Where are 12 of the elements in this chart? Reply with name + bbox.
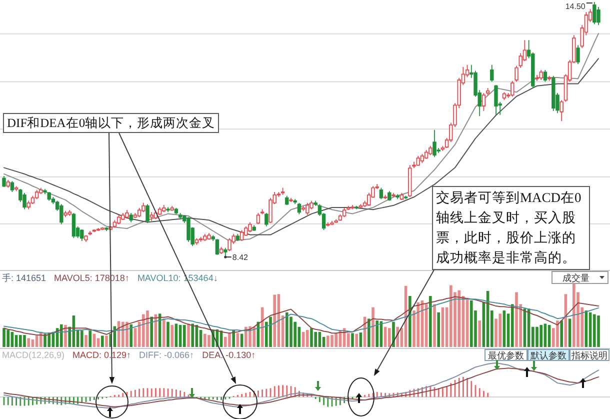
text: 默认参数: [530, 350, 566, 360]
text: 指标说明: [570, 350, 608, 360]
text: DEA: -0.130↑: [202, 350, 256, 360]
annotation: 8.42: [232, 253, 249, 262]
annotation: 交易者可等到MACD在0轴线上金叉时，买入股票，此时，股价上涨的成功概率是非常高的。: [432, 186, 590, 270]
chart-title: MACD(12,26,9): [2, 350, 65, 360]
text: 手: 141651: [2, 273, 46, 283]
annotation: DIF和DEA在0轴以下，形成两次金叉: [3, 113, 220, 133]
text: DIFF: -0.066↑: [139, 350, 194, 360]
text: 最优参数: [488, 350, 524, 360]
chart-title: 成交量: [562, 273, 590, 283]
annotation: 14.50: [565, 2, 586, 11]
